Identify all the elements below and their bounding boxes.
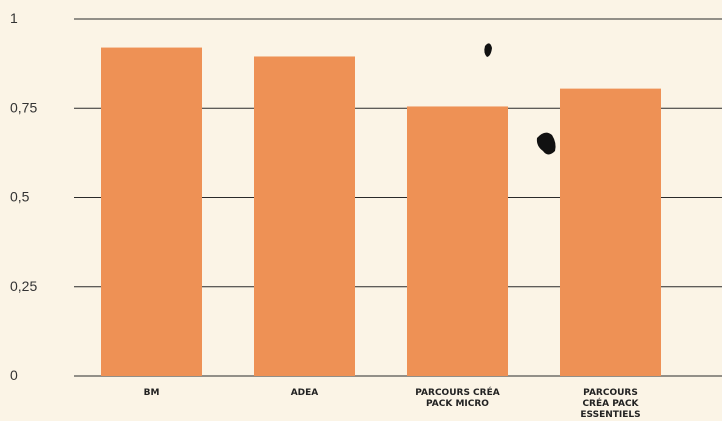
- y-tick-label: 0,5: [10, 189, 30, 205]
- y-axis-tick-labels: 0 0,25 0,5 0,75 1: [10, 10, 37, 383]
- x-axis-category-labels: BM ADEA PARCOURS CRÉA PACK MICRO PARCOURS CRÉ…: [144, 386, 641, 420]
- y-tick-label: 0: [10, 367, 18, 383]
- ink-blot: [536, 132, 556, 155]
- bar: [560, 88, 661, 377]
- category-label-line: PARCOURS CRÉA: [415, 386, 499, 398]
- bar: [101, 47, 202, 377]
- bar: [254, 56, 355, 377]
- blots: [484, 43, 556, 155]
- category-label-line: CRÉA PACK: [582, 397, 639, 409]
- category-label-line: BM: [144, 388, 160, 398]
- category-label: ADEA: [291, 388, 319, 398]
- ink-blot: [484, 43, 492, 57]
- bars: [101, 47, 661, 377]
- category-label: PARCOURS CRÉA PACK MICRO: [415, 386, 499, 409]
- category-label-line: ESSENTIELS: [580, 410, 640, 420]
- category-label-line: PACK MICRO: [426, 399, 489, 409]
- category-label-line: ADEA: [291, 388, 319, 398]
- y-tick-label: 1: [10, 10, 18, 26]
- y-tick-label: 0,75: [10, 99, 37, 115]
- bar: [407, 106, 508, 376]
- category-label-line: PARCOURS: [583, 388, 638, 398]
- y-tick-label: 0,25: [10, 278, 37, 294]
- category-label: PARCOURS CRÉA PACK ESSENTIELS: [580, 388, 640, 420]
- category-label: BM: [144, 388, 160, 398]
